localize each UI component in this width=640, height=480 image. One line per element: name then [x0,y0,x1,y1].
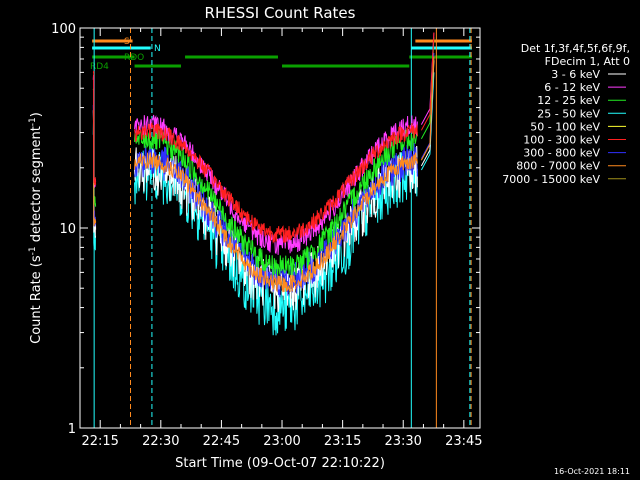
legend-entry-label: 3 - 6 keV [551,68,600,81]
y-axis-label: Count Rate (s-1 detector segment-1) [28,112,44,344]
legend-entry-label: 50 - 100 keV [530,120,600,133]
series-line-start [92,70,97,185]
legend-entry-label: 25 - 50 keV [537,107,600,120]
series-line [134,127,418,278]
x-tick-label: 22:30 [142,434,179,449]
series-line-end [420,56,435,161]
legend-header-line1: Det 1f,3f,4f,5f,6f,9f, [521,42,630,55]
series-line [134,114,418,255]
flag-bar-label: N [154,44,161,54]
legend-entry-label: 7000 - 15000 keV [502,173,600,186]
x-tick-label: 23:00 [263,434,300,449]
axes [79,27,481,429]
y-label-part2: detector segment [29,126,44,246]
legend-entry-label: 6 - 12 keV [544,81,600,94]
y-label-sup2: -1 [28,117,38,126]
legend-header-line2: FDecim 1, Att 0 [545,55,630,68]
flag-bars: S N RDO RD4 [90,37,472,72]
y-tick-label: 100 [51,22,76,37]
x-tick-label: 22:45 [203,434,240,449]
plot-frame [79,27,481,429]
x-axis-label: Start Time (09-Oct-07 22:10:22) [175,456,385,471]
flag-bar-label: RDO [124,53,144,63]
timestamp: 16-Oct-2021 18:11 [554,467,630,476]
legend: Det 1f,3f,4f,5f,6f,9f,FDecim 1, Att 03 -… [502,42,630,186]
series-line-end [420,32,435,131]
y-tick-label: 10 [59,222,76,237]
y-label-part3: ) [29,112,44,117]
legend-entry-label: 100 - 300 keV [523,134,600,147]
x-tick-label: 23:15 [324,434,361,449]
series-line [134,147,418,336]
flag-bar-label: RD4 [90,62,109,72]
series-line [134,122,418,245]
legend-entry-label: 800 - 7000 keV [516,160,600,173]
series-lines [92,32,435,336]
x-tick-label: 23:45 [445,434,482,449]
tick-labels: 22:15 22:30 22:45 23:00 23:15 23:30 23:45 1 10 10… [51,22,482,449]
x-tick-label: 23:30 [384,434,421,449]
x-tick-label: 22:15 [81,434,118,449]
series-line [134,151,418,293]
y-label-part1: Count Rate (s [29,255,44,344]
legend-entry-label: 12 - 25 keV [537,94,600,107]
y-label-sup1: -1 [28,246,38,255]
legend-entry-label: 300 - 800 keV [523,147,600,160]
y-tick-label: 1 [68,422,76,437]
flag-bar-label: S [124,37,130,47]
chart-title: RHESSI Count Rates [205,4,356,22]
